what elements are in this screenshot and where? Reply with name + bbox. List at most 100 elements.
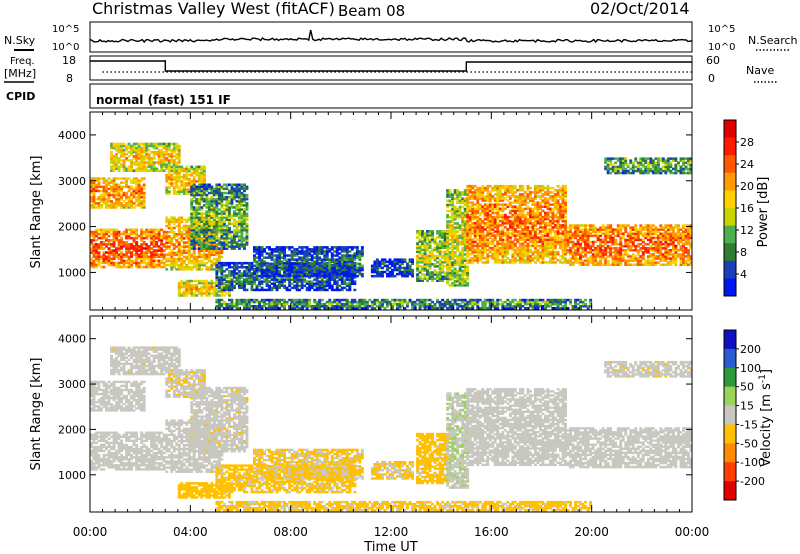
power-cell bbox=[205, 249, 209, 252]
power-cell bbox=[233, 261, 236, 265]
power-cell bbox=[135, 261, 139, 265]
power-cell bbox=[456, 234, 460, 238]
power-cell bbox=[293, 262, 297, 266]
power-cell bbox=[135, 195, 139, 199]
power-cell bbox=[135, 169, 139, 172]
power-cell bbox=[486, 240, 490, 244]
power-cell bbox=[117, 167, 121, 170]
power-cell bbox=[200, 292, 204, 295]
power-cell bbox=[172, 144, 176, 148]
power-cell bbox=[190, 197, 194, 201]
power-cell bbox=[463, 230, 467, 233]
power-cell bbox=[483, 189, 487, 192]
power-cell bbox=[458, 273, 462, 277]
power-cell bbox=[345, 264, 349, 268]
power-cell bbox=[172, 148, 176, 152]
power-cell bbox=[441, 244, 445, 247]
power-cell bbox=[348, 284, 352, 288]
power-cell bbox=[258, 248, 261, 251]
power-cell bbox=[310, 274, 314, 278]
power-cell bbox=[438, 234, 442, 237]
power-cell bbox=[107, 197, 111, 201]
power-cell bbox=[197, 183, 201, 186]
power-cell bbox=[207, 204, 211, 207]
power-cell bbox=[453, 280, 457, 283]
power-cell bbox=[217, 294, 221, 297]
power-cell bbox=[293, 252, 297, 255]
power-cell bbox=[165, 235, 169, 238]
power-cell bbox=[222, 294, 226, 297]
power-cell bbox=[406, 270, 409, 274]
power-cell bbox=[120, 243, 123, 246]
power-cell bbox=[288, 276, 292, 279]
power-cell bbox=[471, 238, 475, 241]
power-cell bbox=[142, 265, 146, 269]
power-cell bbox=[132, 247, 136, 250]
power-cell bbox=[192, 283, 196, 287]
power-cell bbox=[534, 238, 537, 241]
power-cell bbox=[190, 212, 194, 215]
power-cell bbox=[428, 261, 432, 264]
power-cell bbox=[421, 252, 424, 256]
power-cell bbox=[135, 148, 139, 152]
power-cell bbox=[120, 151, 123, 154]
power-cell bbox=[200, 165, 204, 169]
power-cell bbox=[498, 232, 502, 235]
power-cell bbox=[443, 265, 447, 268]
power-cell bbox=[511, 226, 515, 229]
power-cell bbox=[225, 230, 229, 234]
power-cell bbox=[529, 199, 532, 202]
power-cell bbox=[127, 234, 131, 238]
power-cell bbox=[360, 272, 364, 276]
power-cell bbox=[205, 206, 209, 209]
power-cell bbox=[451, 275, 455, 279]
power-cell bbox=[305, 250, 309, 253]
power-cell bbox=[125, 169, 128, 172]
power-cell bbox=[150, 259, 154, 263]
power-cell bbox=[117, 189, 121, 193]
power-cell bbox=[250, 261, 254, 265]
power-cell bbox=[476, 189, 480, 192]
power-cell bbox=[486, 257, 490, 260]
power-cell bbox=[313, 260, 317, 263]
power-cell bbox=[152, 230, 156, 234]
power-cell bbox=[177, 188, 181, 191]
power-cell bbox=[290, 282, 294, 285]
power-cell bbox=[263, 288, 266, 292]
power-cell bbox=[225, 284, 229, 288]
power-cell bbox=[122, 169, 126, 172]
power-cell bbox=[225, 208, 229, 211]
power-cell bbox=[436, 232, 439, 235]
power-cell bbox=[100, 257, 103, 260]
power-cell bbox=[202, 222, 206, 226]
power-cell bbox=[110, 161, 113, 164]
power-cell bbox=[456, 247, 460, 250]
power-cell bbox=[345, 258, 349, 261]
power-cell bbox=[448, 226, 452, 229]
power-cell bbox=[283, 254, 286, 257]
power-cell bbox=[167, 237, 171, 240]
power-cell bbox=[150, 169, 154, 172]
power-cell bbox=[240, 195, 244, 199]
power-cell bbox=[238, 206, 241, 209]
power-cell bbox=[122, 155, 126, 158]
power-cell bbox=[102, 193, 106, 197]
power-cell bbox=[473, 222, 477, 225]
power-cell bbox=[100, 241, 103, 244]
power-cell bbox=[202, 212, 206, 215]
power-cell bbox=[486, 205, 490, 208]
power-cell bbox=[157, 255, 161, 258]
power-cell bbox=[197, 173, 201, 177]
power-cell bbox=[463, 277, 467, 281]
power-cell bbox=[132, 155, 136, 158]
power-cell bbox=[260, 250, 264, 253]
power-cell bbox=[225, 268, 229, 271]
power-cell bbox=[466, 228, 470, 231]
power-cell bbox=[135, 232, 139, 236]
power-cell bbox=[95, 234, 98, 238]
power-cell bbox=[506, 203, 510, 206]
power-cell bbox=[182, 255, 186, 259]
power-cell bbox=[100, 261, 103, 265]
power-cell bbox=[433, 248, 437, 252]
power-cell bbox=[275, 272, 279, 276]
